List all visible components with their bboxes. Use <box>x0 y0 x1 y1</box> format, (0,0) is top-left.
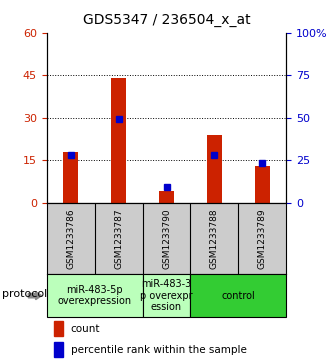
Text: GSM1233789: GSM1233789 <box>258 208 267 269</box>
Bar <box>255 166 270 203</box>
Bar <box>54 321 63 336</box>
Bar <box>54 342 63 357</box>
Bar <box>63 152 78 203</box>
Text: protocol: protocol <box>2 289 47 299</box>
Text: GSM1233790: GSM1233790 <box>162 208 171 269</box>
Bar <box>47 274 143 317</box>
Text: miR-483-5p
overexpression: miR-483-5p overexpression <box>58 285 132 306</box>
Text: percentile rank within the sample: percentile rank within the sample <box>71 345 246 355</box>
Text: GSM1233788: GSM1233788 <box>210 208 219 269</box>
Bar <box>143 274 190 317</box>
Bar <box>190 274 286 317</box>
Text: GDS5347 / 236504_x_at: GDS5347 / 236504_x_at <box>83 13 250 27</box>
Text: count: count <box>71 324 100 334</box>
Text: control: control <box>221 291 255 301</box>
Text: GSM1233786: GSM1233786 <box>66 208 75 269</box>
Text: miR-483-3
p overexpr
ession: miR-483-3 p overexpr ession <box>140 279 193 312</box>
Bar <box>159 191 174 203</box>
Text: GSM1233787: GSM1233787 <box>114 208 123 269</box>
Bar <box>111 78 126 203</box>
Bar <box>207 135 222 203</box>
